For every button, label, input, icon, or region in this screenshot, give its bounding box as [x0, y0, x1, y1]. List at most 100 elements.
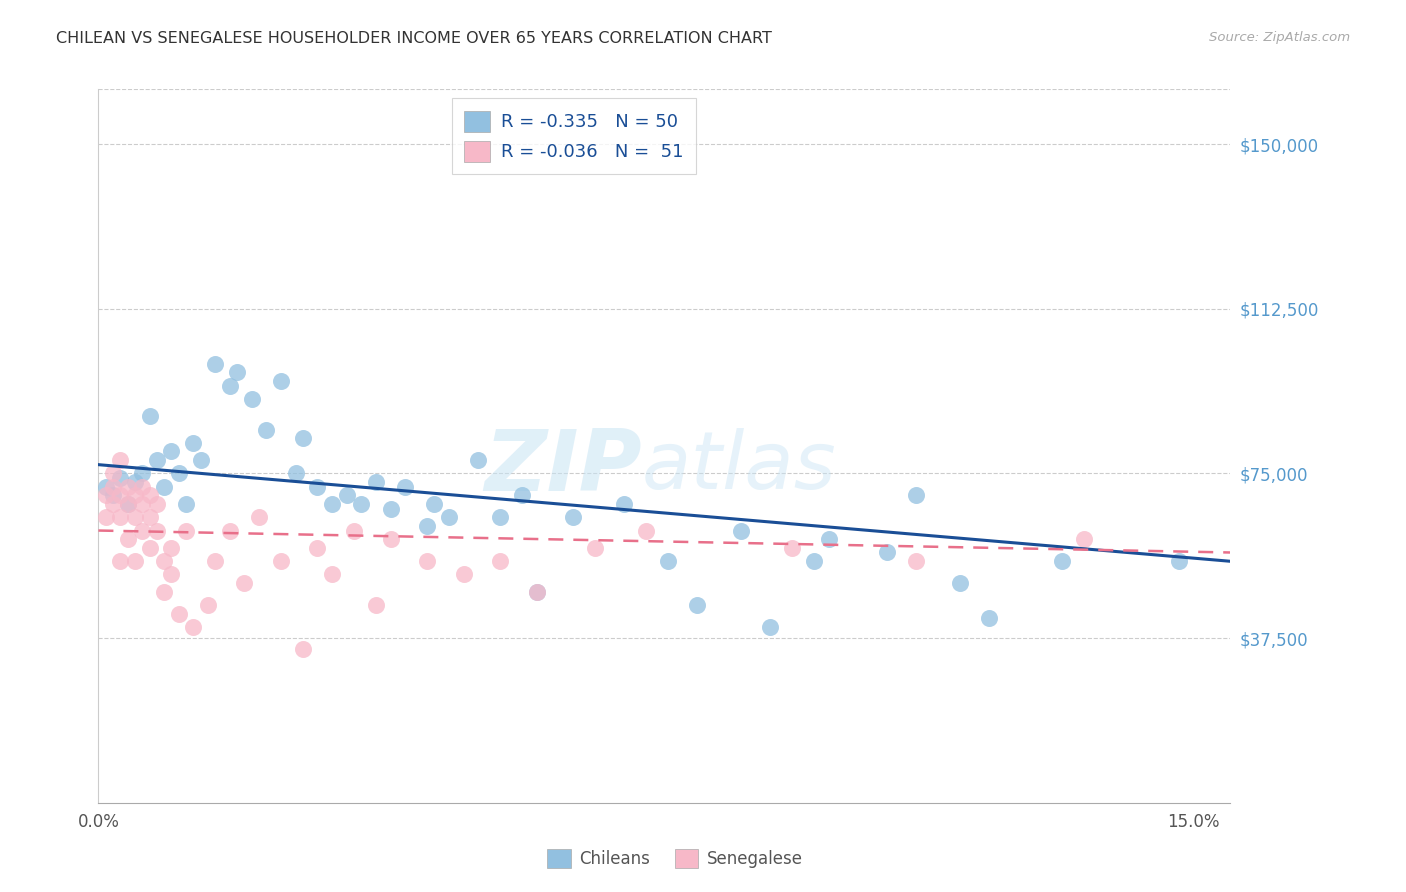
Point [562, 510, 585, 524]
Point [350, 497, 373, 511]
Point [437, 510, 460, 524]
Point [343, 524, 366, 538]
Point [138, 510, 160, 524]
Point [153, 554, 176, 568]
Point [233, 576, 256, 591]
Point [247, 510, 270, 524]
Point [467, 453, 489, 467]
Point [124, 554, 146, 568]
Point [117, 497, 139, 511]
Point [657, 554, 679, 568]
Point [183, 620, 205, 634]
Point [905, 554, 928, 568]
Legend: Chileans, Senegalese: Chileans, Senegalese [541, 842, 808, 875]
Point [686, 598, 709, 612]
Point [254, 423, 277, 437]
Point [307, 480, 329, 494]
Point [110, 510, 132, 524]
Point [780, 541, 803, 555]
Point [380, 533, 402, 547]
Point [218, 524, 240, 538]
Point [153, 585, 176, 599]
Point [117, 497, 139, 511]
Point [291, 642, 314, 657]
Point [101, 480, 124, 494]
Point [117, 480, 139, 494]
Point [146, 524, 169, 538]
Point [510, 488, 533, 502]
Point [876, 545, 898, 559]
Point [160, 567, 183, 582]
Point [138, 541, 160, 555]
Point [131, 467, 153, 481]
Point [110, 488, 132, 502]
Point [174, 497, 197, 511]
Point [226, 366, 249, 380]
Point [321, 567, 343, 582]
Point [124, 510, 146, 524]
Point [167, 607, 190, 621]
Point [489, 554, 512, 568]
Point [94, 480, 117, 494]
Point [526, 585, 548, 599]
Point [131, 524, 153, 538]
Point [380, 501, 402, 516]
Point [759, 620, 782, 634]
Point [321, 497, 343, 511]
Point [1168, 554, 1191, 568]
Point [416, 519, 439, 533]
Point [94, 488, 117, 502]
Point [526, 585, 548, 599]
Point [138, 409, 160, 424]
Point [416, 554, 439, 568]
Point [131, 480, 153, 494]
Point [204, 357, 226, 371]
Point [240, 392, 263, 406]
Point [949, 576, 972, 591]
Point [284, 467, 307, 481]
Point [110, 554, 132, 568]
Point [583, 541, 606, 555]
Point [110, 471, 132, 485]
Point [160, 541, 183, 555]
Point [270, 554, 292, 568]
Point [364, 598, 387, 612]
Point [394, 480, 416, 494]
Point [110, 453, 132, 467]
Point [131, 497, 153, 511]
Point [153, 480, 176, 494]
Point [979, 611, 1001, 625]
Point [101, 497, 124, 511]
Point [160, 444, 183, 458]
Point [1073, 533, 1095, 547]
Point [190, 453, 212, 467]
Point [183, 435, 205, 450]
Point [101, 488, 124, 502]
Point [146, 453, 169, 467]
Point [270, 374, 292, 388]
Point [364, 475, 387, 490]
Point [197, 598, 219, 612]
Point [803, 554, 825, 568]
Point [423, 497, 446, 511]
Text: Source: ZipAtlas.com: Source: ZipAtlas.com [1209, 31, 1350, 45]
Point [291, 431, 314, 445]
Point [101, 467, 124, 481]
Legend: R = -0.335   N = 50, R = -0.036   N =  51: R = -0.335 N = 50, R = -0.036 N = 51 [451, 98, 696, 174]
Point [613, 497, 636, 511]
Point [905, 488, 928, 502]
Point [124, 488, 146, 502]
Point [636, 524, 658, 538]
Text: ZIP: ZIP [484, 425, 641, 509]
Y-axis label: Householder Income Over 65 years: Householder Income Over 65 years [0, 324, 7, 568]
Point [307, 541, 329, 555]
Point [174, 524, 197, 538]
Point [138, 488, 160, 502]
Point [817, 533, 839, 547]
Text: CHILEAN VS SENEGALESE HOUSEHOLDER INCOME OVER 65 YEARS CORRELATION CHART: CHILEAN VS SENEGALESE HOUSEHOLDER INCOME… [56, 31, 772, 46]
Point [730, 524, 752, 538]
Text: atlas: atlas [641, 428, 837, 507]
Point [453, 567, 475, 582]
Point [336, 488, 359, 502]
Point [489, 510, 512, 524]
